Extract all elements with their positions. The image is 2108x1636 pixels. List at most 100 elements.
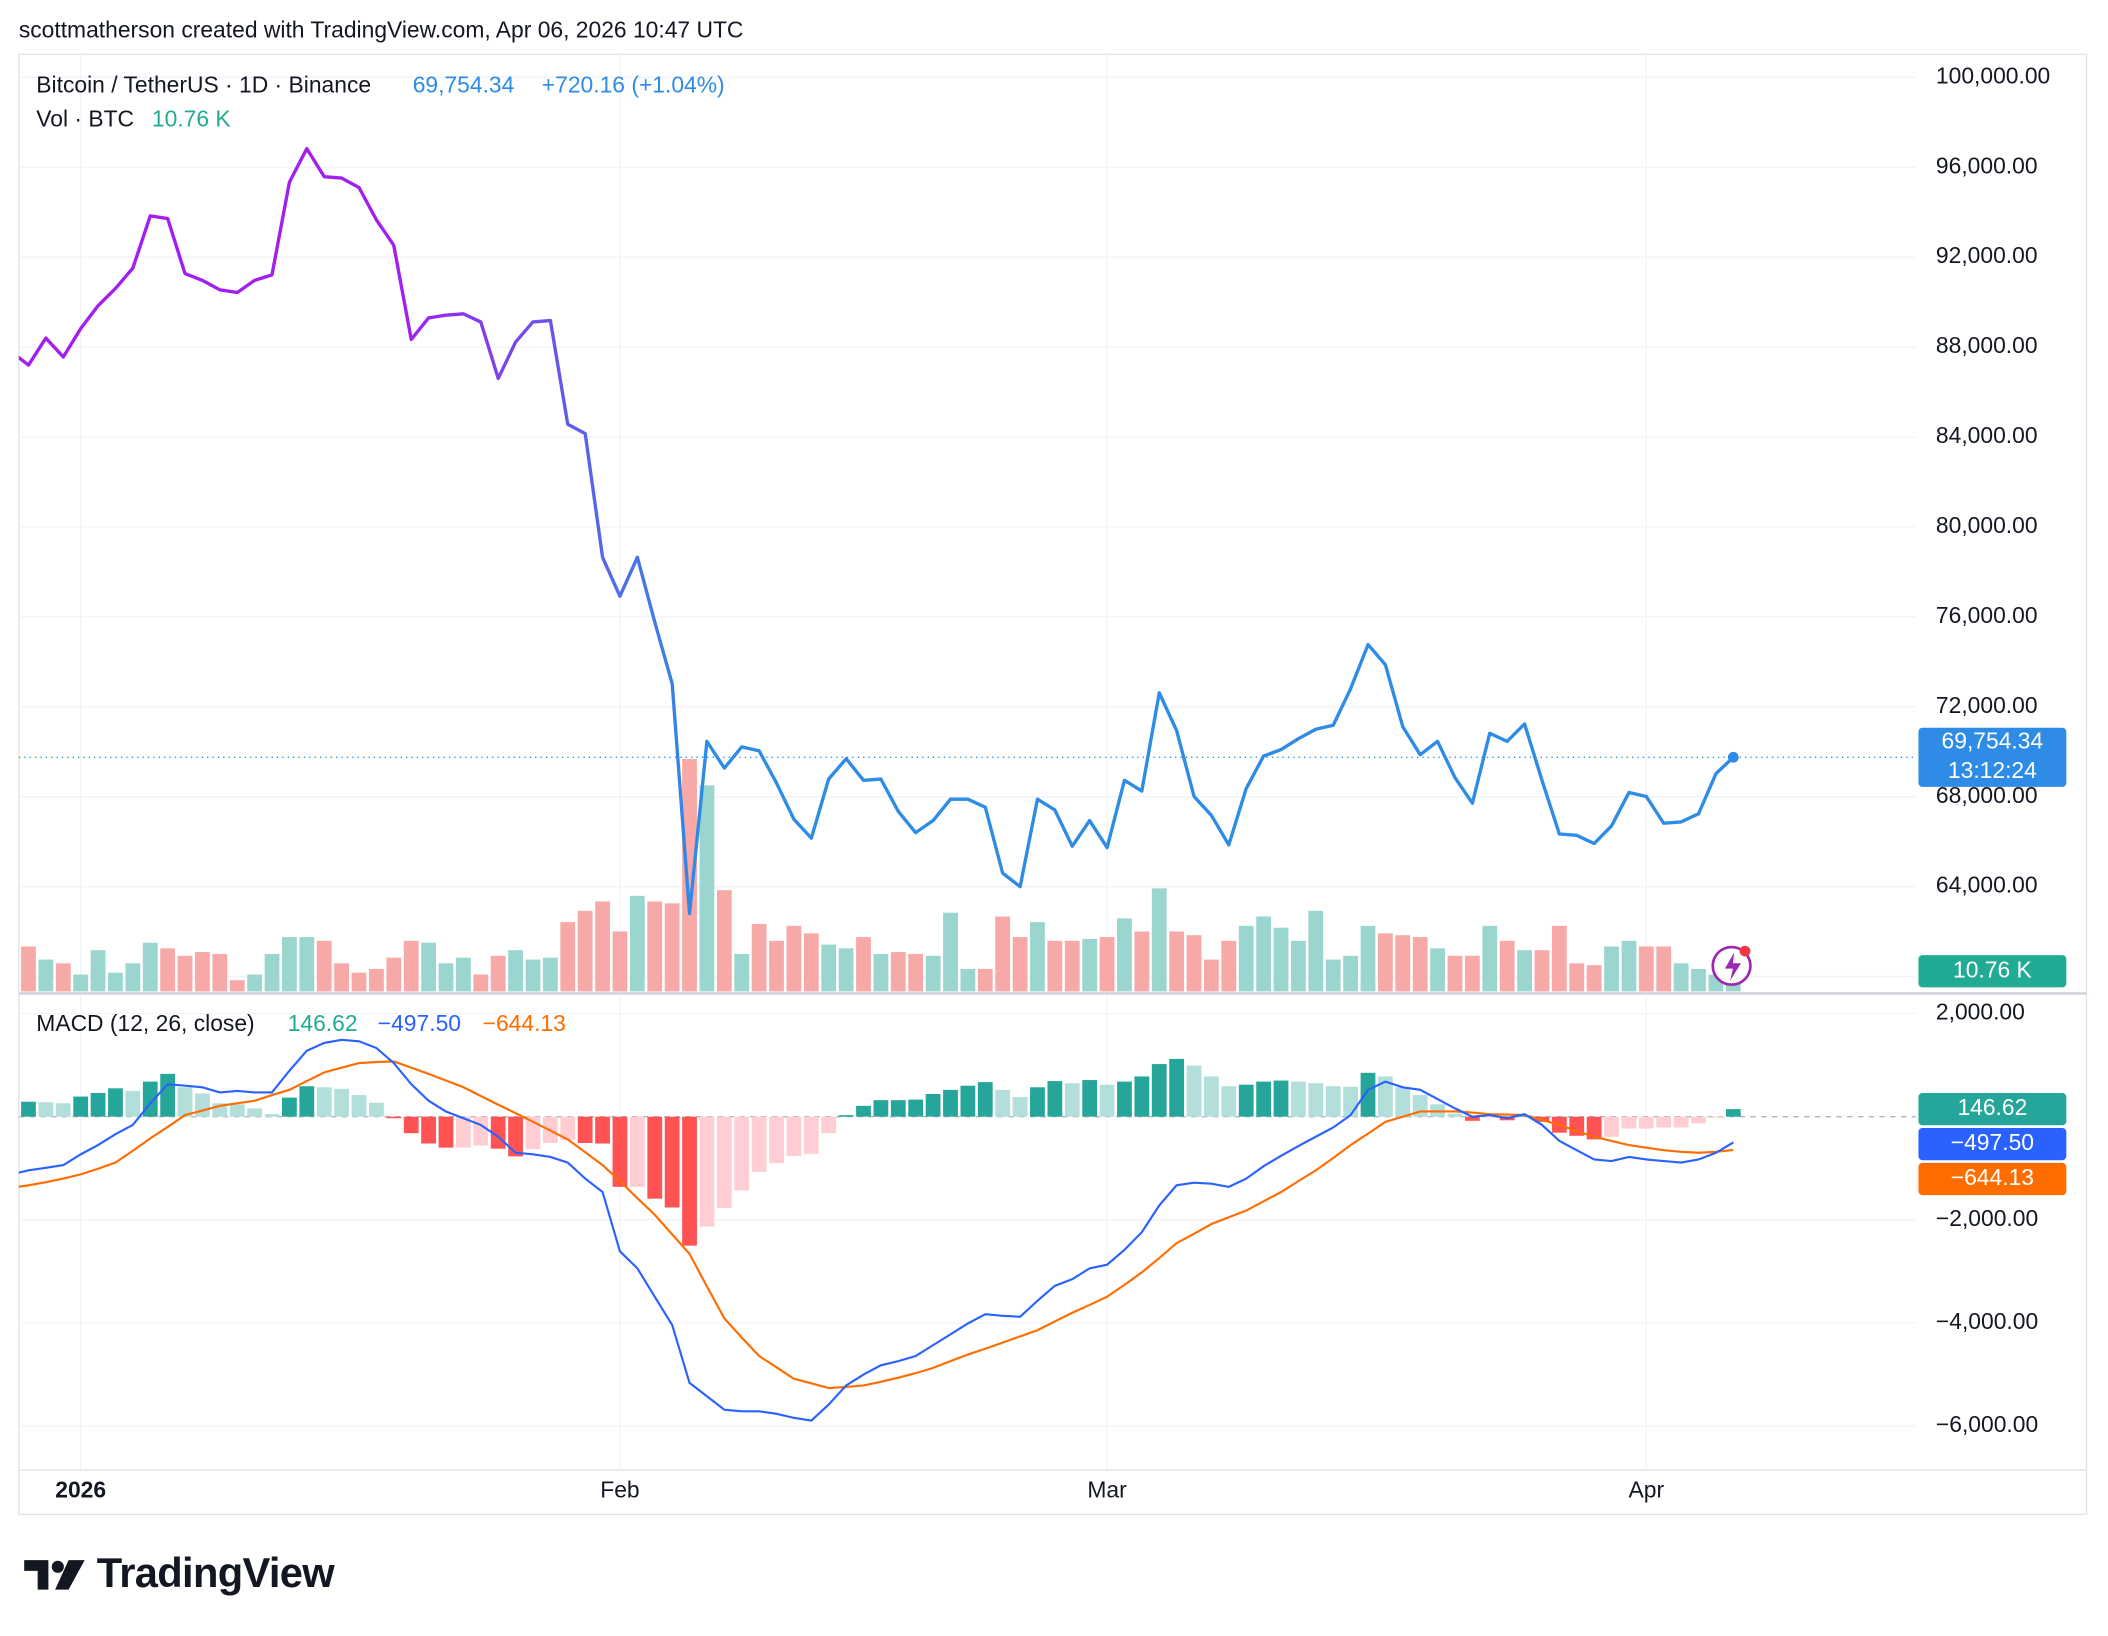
volume-tag-bg xyxy=(1918,955,2067,988)
volume-bar xyxy=(177,955,193,992)
histogram-bar xyxy=(647,1116,663,1199)
volume-bar xyxy=(1256,916,1272,992)
volume-bar xyxy=(1012,937,1028,992)
volume-bar xyxy=(421,942,436,992)
volume-bar xyxy=(90,950,106,992)
volume-bar xyxy=(229,980,245,992)
volume-bar xyxy=(595,901,610,992)
histogram-bar xyxy=(629,1116,645,1187)
histogram-bar xyxy=(1360,1072,1376,1117)
volume-bar xyxy=(21,946,36,992)
histogram-bar xyxy=(1569,1116,1585,1136)
histogram-bar xyxy=(1325,1086,1341,1117)
hist-tag: 146.62 xyxy=(1918,1092,2067,1126)
volume-bar xyxy=(943,912,958,992)
y-tick-label: −4,000.00 xyxy=(1936,1308,2038,1334)
histogram-bar xyxy=(1064,1083,1080,1117)
volume-bar xyxy=(247,974,263,992)
volume-bar xyxy=(629,895,645,992)
histogram-bar xyxy=(734,1116,750,1191)
histogram-bar xyxy=(334,1088,350,1117)
axes: 2026FebMarApr60,000.0064,000.0068,000.00… xyxy=(55,62,2067,1503)
volume-bar xyxy=(1586,965,1602,992)
volume-bar xyxy=(1273,927,1289,992)
macd-line-last: −497.50 xyxy=(378,1010,461,1036)
histogram-bar xyxy=(890,1100,906,1117)
y-tick-label: 88,000.00 xyxy=(1936,332,2038,358)
macd-signal-last: −644.13 xyxy=(483,1010,566,1036)
histogram-bar xyxy=(769,1116,784,1164)
volume-bar xyxy=(682,759,697,992)
histogram-bar xyxy=(55,1103,71,1117)
histogram-bar xyxy=(247,1108,263,1117)
histogram-bar xyxy=(664,1116,680,1208)
signal-tag-text: −644.13 xyxy=(1951,1164,2034,1190)
volume-bar xyxy=(786,925,802,992)
volume-bar xyxy=(734,953,750,992)
volume-bar xyxy=(55,963,71,992)
volume-bar xyxy=(1186,935,1202,992)
macd-tag: −497.50 xyxy=(1918,1127,2067,1161)
volume-bar xyxy=(108,972,123,992)
y-tick-label: 80,000.00 xyxy=(1936,512,2038,538)
volume-bar xyxy=(142,942,158,992)
histogram-bar xyxy=(786,1116,802,1156)
volume-bar xyxy=(1169,931,1185,992)
histogram-bar xyxy=(1447,1113,1463,1117)
volume-bar xyxy=(1064,940,1080,992)
volume-bar xyxy=(612,931,628,992)
x-tick-label: 2026 xyxy=(55,1477,106,1503)
histogram-bar xyxy=(1117,1081,1132,1117)
histogram-bar xyxy=(351,1095,367,1117)
volume-bar xyxy=(212,953,228,992)
y-tick-label: 96,000.00 xyxy=(1936,152,2038,178)
volume-bar xyxy=(438,963,454,992)
macd-tag-bg xyxy=(1918,1127,2067,1161)
volume-tag: 10.76 K xyxy=(1918,955,2067,988)
histogram-bar xyxy=(1586,1116,1602,1140)
histogram-bar xyxy=(560,1116,576,1140)
volume-tag-text: 10.76 K xyxy=(1953,956,2032,982)
y-tick-label: 100,000.00 xyxy=(1936,62,2050,88)
price-tag: 69,754.34 13:12:24 xyxy=(1918,728,2067,787)
histogram-bar xyxy=(1291,1081,1306,1117)
histogram-bar xyxy=(108,1088,123,1117)
volume-bar xyxy=(577,910,593,992)
volume-bar xyxy=(1221,940,1237,992)
volume-bar xyxy=(1395,935,1411,992)
histogram-bar xyxy=(1343,1086,1358,1117)
histogram-bar xyxy=(73,1096,89,1117)
volume-bar xyxy=(873,953,889,992)
histogram-bar xyxy=(1621,1116,1637,1129)
volume-bar xyxy=(4,946,19,991)
volume-bar xyxy=(716,890,732,992)
histogram-bar xyxy=(455,1116,471,1148)
histogram-bar xyxy=(699,1116,715,1227)
volume-bar xyxy=(769,940,784,992)
volume-bar xyxy=(1412,937,1428,992)
volume-bar xyxy=(38,959,54,992)
volume-bar xyxy=(1030,922,1045,992)
histogram-bar xyxy=(1030,1087,1045,1117)
histogram-bar xyxy=(1725,1109,1741,1117)
volume-bar xyxy=(1482,925,1498,992)
y-tick-label: 64,000.00 xyxy=(1936,872,2038,898)
histogram-bar xyxy=(803,1116,819,1154)
volume-last: 10.76 K xyxy=(152,105,231,131)
volume-bar xyxy=(803,933,819,992)
volume-bar xyxy=(647,901,663,992)
histogram-bar xyxy=(1482,1116,1498,1118)
volume-bar xyxy=(1047,940,1063,992)
volume-bar xyxy=(1430,948,1445,992)
histogram-bar xyxy=(960,1085,976,1117)
hist-tag-text: 146.62 xyxy=(1957,1094,2027,1120)
histogram-bar xyxy=(38,1102,54,1117)
volume-bar xyxy=(490,955,506,992)
histogram-bar xyxy=(1099,1084,1115,1117)
volume-bar xyxy=(1343,955,1358,992)
histogram-bar xyxy=(1082,1080,1098,1117)
signal-tag-bg xyxy=(1918,1162,2067,1196)
histogram-bar xyxy=(1656,1116,1672,1128)
chart-frame xyxy=(18,53,2088,1516)
price-line xyxy=(18,146,1735,916)
